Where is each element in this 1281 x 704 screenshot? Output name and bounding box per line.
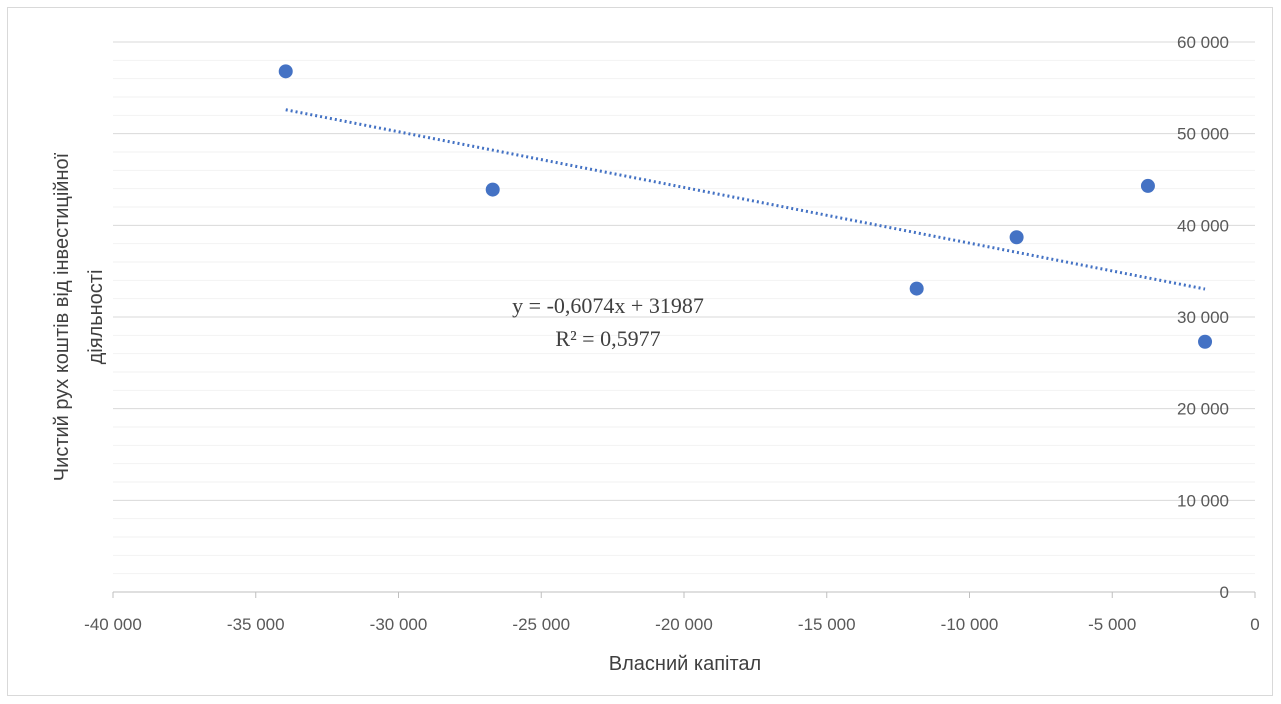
data-point bbox=[485, 182, 500, 197]
y-tick-label: 20 000 bbox=[1177, 400, 1229, 419]
x-tick-label: -40 000 bbox=[84, 615, 142, 634]
chart-area bbox=[7, 7, 1273, 696]
x-tick-label: -5 000 bbox=[1088, 615, 1136, 634]
trendline bbox=[285, 108, 1206, 291]
y-tick-label: 10 000 bbox=[1177, 491, 1229, 510]
data-point bbox=[1009, 230, 1024, 245]
x-axis-ticks: -40 000 -35 000 -30 000 -25 000 -20 000 -15 0… bbox=[84, 592, 1260, 634]
trendline-equation: y = -0,6074x + 31987 bbox=[512, 293, 704, 318]
y-axis-ticks: 0 10 000 20 000 30 000 40 000 50 000 60 000 bbox=[1177, 33, 1229, 602]
r-squared-label: R² = 0,5977 bbox=[555, 326, 660, 351]
data-point bbox=[909, 281, 924, 296]
y-tick-label: 50 000 bbox=[1177, 125, 1229, 144]
x-tick-label: -20 000 bbox=[655, 615, 713, 634]
data-point bbox=[1198, 334, 1213, 349]
data-point bbox=[278, 64, 293, 79]
y-tick-label: 40 000 bbox=[1177, 216, 1229, 235]
y-axis-title-line-2: діяльності bbox=[85, 270, 107, 365]
x-tick-label: -30 000 bbox=[370, 615, 428, 634]
x-tick-label: -15 000 bbox=[798, 615, 856, 634]
data-point bbox=[1140, 178, 1155, 193]
y-axis-title: Чистий рух коштів від інвестиційної діял… bbox=[51, 152, 107, 481]
y-tick-label: 60 000 bbox=[1177, 33, 1229, 52]
y-tick-label: 30 000 bbox=[1177, 308, 1229, 327]
x-axis-title: Власний капітал bbox=[609, 653, 761, 675]
y-tick-label: 0 bbox=[1220, 583, 1229, 602]
x-tick-label: -10 000 bbox=[941, 615, 999, 634]
major-gridlines bbox=[113, 41, 1255, 501]
y-axis-title-line-1: Чистий рух коштів від інвестиційної bbox=[51, 152, 73, 481]
x-tick-label: -25 000 bbox=[512, 615, 570, 634]
x-tick-label: -35 000 bbox=[227, 615, 285, 634]
data-points bbox=[278, 64, 1213, 349]
x-tick-label: 0 bbox=[1250, 615, 1259, 634]
